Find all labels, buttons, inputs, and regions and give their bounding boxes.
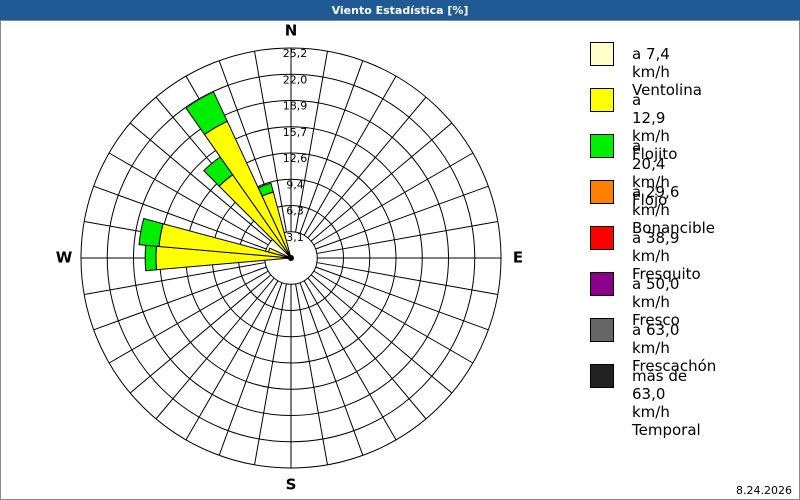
spoke: [254, 51, 287, 233]
legend-label: a 38,9 km/h Fresquito: [632, 229, 701, 283]
legend-swatch: [590, 134, 614, 158]
legend-swatch: [590, 180, 614, 204]
legend-swatch: [590, 318, 614, 342]
wind-segment: [203, 120, 291, 256]
spoke: [299, 282, 364, 456]
spoke: [316, 262, 498, 295]
spoke: [303, 75, 397, 236]
ring-label: 6,3: [286, 205, 304, 218]
legend-label: a 29,6 km/h Bonancible: [632, 183, 716, 237]
ring-label: 18,9: [283, 100, 308, 113]
spoke: [218, 282, 283, 456]
spoke: [129, 122, 272, 242]
spoke: [299, 60, 364, 234]
calm-circle: [288, 255, 294, 261]
spoke: [310, 122, 453, 242]
spoke: [155, 277, 275, 420]
spoke: [315, 266, 489, 331]
wind-segment: [185, 91, 228, 136]
legend-label: a 20,4 km/h Flojo: [632, 137, 670, 209]
legend-swatch: [590, 364, 614, 388]
wind-segment: [138, 217, 164, 247]
legend-swatch: [590, 88, 614, 112]
title-bar: [0, 0, 800, 20]
legend-label: más de 63,0 km/h Temporal: [632, 367, 701, 439]
direction-label: W: [56, 249, 73, 267]
legend-swatch: [590, 272, 614, 296]
spoke: [310, 274, 453, 394]
date: 8.24.2026: [736, 484, 792, 497]
spoke: [303, 280, 397, 441]
ring-label: 22,0: [283, 73, 308, 86]
direction-label: S: [286, 476, 297, 494]
ring-label: 15,7: [283, 126, 308, 139]
legend-label: a 12,9 km/h Flojito: [632, 91, 678, 163]
legend-label: a 50,0 km/h Fresco: [632, 275, 680, 329]
legend-label: a 63,0 km/h Frescachón: [632, 321, 717, 375]
spoke: [313, 152, 474, 246]
spoke: [307, 96, 427, 239]
legend-label: a 7,4 km/h Ventolina: [632, 45, 702, 99]
wind-segment: [257, 182, 274, 197]
chart-title: Viento Estadística [%]: [332, 4, 469, 17]
spoke: [108, 270, 269, 364]
spoke: [307, 277, 427, 420]
spoke: [313, 270, 474, 364]
spoke: [316, 221, 498, 254]
ring-label: 9,4: [286, 178, 304, 191]
direction-label: N: [285, 22, 298, 40]
spoke: [108, 152, 269, 246]
spoke: [185, 280, 279, 441]
ring-label: 25,2: [283, 47, 308, 60]
spoke: [129, 274, 272, 394]
spoke: [295, 283, 328, 465]
legend-swatch: [590, 226, 614, 250]
spoke: [295, 51, 328, 233]
spoke: [93, 266, 267, 331]
spoke: [254, 283, 287, 465]
wind-segment: [144, 244, 158, 272]
ring-label: 12,6: [283, 152, 308, 165]
direction-label: E: [513, 249, 523, 267]
spoke: [84, 262, 266, 295]
legend-swatch: [590, 42, 614, 66]
spoke: [315, 185, 489, 250]
ring-label: 3,1: [286, 231, 304, 244]
spoke: [93, 185, 267, 250]
